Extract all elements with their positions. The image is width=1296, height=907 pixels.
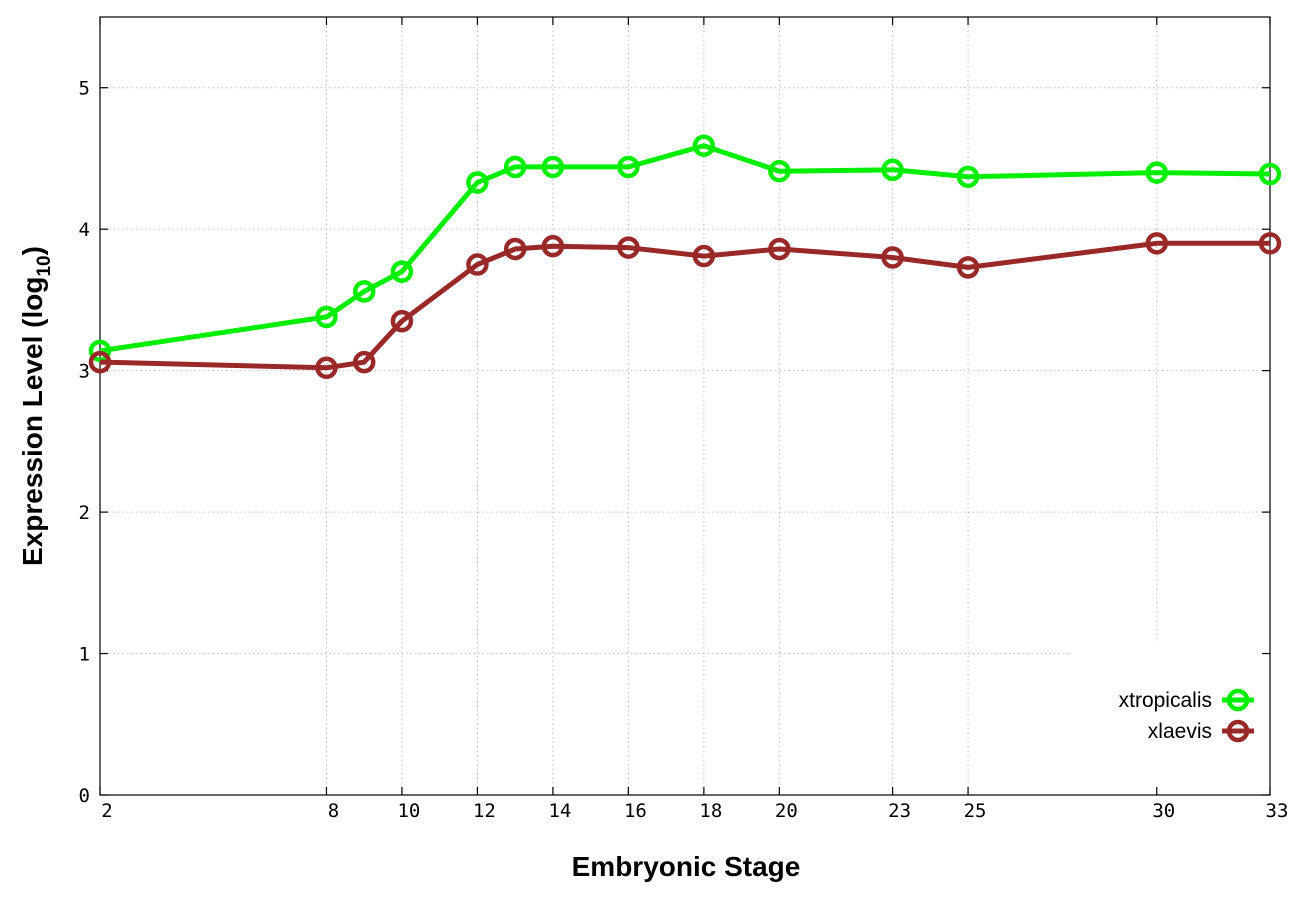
data-point-xlaevis [315, 356, 338, 380]
data-point-xlaevis [352, 350, 376, 374]
data-point-xlaevis [692, 244, 716, 268]
data-point-xlaevis [1145, 232, 1169, 255]
data-point-xlaevis [617, 236, 640, 259]
x-tick-label: 2 [101, 800, 112, 822]
x-tick-label: 18 [699, 800, 722, 822]
data-point-xtropicalis [617, 155, 640, 179]
x-tick-label: 25 [964, 800, 987, 822]
y-tick-label: 2 [79, 502, 90, 524]
data-point-xtropicalis [88, 339, 112, 363]
data-point-xtropicalis [1145, 161, 1169, 184]
y-tick-label: 3 [79, 361, 90, 383]
data-point-xtropicalis [466, 171, 489, 194]
plot-frame [99, 16, 1271, 796]
y-axis-title: Expression Level (log10) [17, 246, 55, 566]
legend: xtropicalis xlaevis [1119, 688, 1254, 743]
y-axis-title-main: Expression Level (log [17, 277, 48, 566]
series-line-xtropicalis [99, 143, 1271, 354]
legend-background [1072, 643, 1268, 793]
x-tick-label: 12 [473, 800, 496, 822]
data-point-xlaevis [956, 256, 980, 279]
x-tick-label: 23 [888, 800, 911, 822]
data-point-xtropicalis [390, 260, 414, 283]
y-axis-title-end: ) [17, 246, 48, 255]
y-tick-label: 1 [79, 644, 90, 666]
data-point-xtropicalis [315, 305, 338, 329]
legend-marker-xlaevis [1226, 719, 1250, 743]
series-line-xlaevis [99, 240, 1270, 371]
data-point-xtropicalis [692, 134, 716, 157]
data-point-xlaevis [881, 246, 904, 269]
data-point-xlaevis [541, 234, 565, 258]
legend-label-xtropicalis: xtropicalis [1119, 689, 1212, 712]
data-point-xlaevis [768, 237, 791, 261]
data-point-xtropicalis [768, 159, 791, 183]
x-tick-label: 14 [548, 800, 571, 822]
data-point-xlaevis [466, 253, 489, 276]
x-tick-label: 10 [397, 800, 420, 822]
data-point-xtropicalis [541, 155, 565, 179]
data-point-xlaevis [1258, 232, 1282, 255]
y-tick-label: 0 [79, 785, 90, 807]
data-point-xlaevis [390, 309, 414, 333]
x-tick-label: 8 [328, 800, 339, 822]
x-tick-label: 16 [624, 800, 647, 822]
x-axis-title: Embryonic Stage [572, 851, 801, 882]
series-layer [88, 134, 1282, 380]
data-point-xtropicalis [956, 165, 980, 189]
x-tick-label: 33 [1266, 800, 1289, 822]
x-tick-label: 30 [1152, 800, 1175, 822]
y-tick-label: 5 [79, 78, 90, 100]
data-point-xtropicalis [503, 155, 527, 179]
data-point-xtropicalis [352, 280, 376, 303]
data-point-xtropicalis [881, 158, 904, 182]
legend-marker-xtropicalis [1226, 688, 1250, 712]
data-point-xlaevis [88, 350, 112, 374]
y-axis-title-subscript: 10 [34, 255, 55, 276]
data-point-xlaevis [503, 237, 527, 261]
data-point-xtropicalis [1258, 162, 1282, 186]
x-tick-label: 20 [775, 800, 798, 822]
legend-label-xlaevis: xlaevis [1148, 720, 1212, 743]
y-tick-label: 4 [79, 219, 90, 241]
